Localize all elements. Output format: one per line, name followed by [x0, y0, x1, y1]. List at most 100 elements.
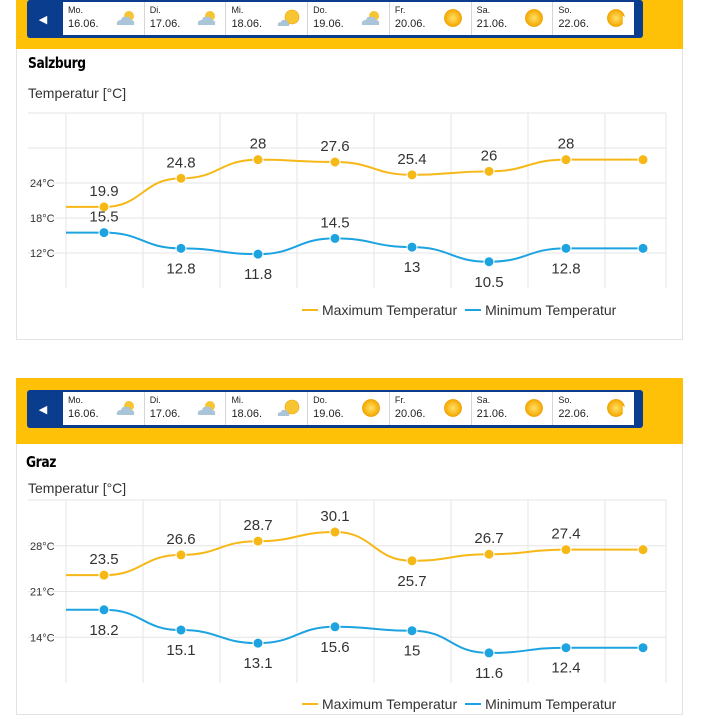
data-point[interactable] — [175, 549, 187, 561]
data-label: 13.1 — [243, 655, 272, 672]
day-name: Do. — [313, 395, 328, 405]
data-point[interactable] — [637, 544, 649, 556]
data-point[interactable] — [560, 242, 572, 254]
data-label: 11.6 — [475, 665, 503, 682]
data-point[interactable] — [329, 156, 341, 168]
day-tabs: Mo. 16.06. Di. 17.06. Mi. 18.06. Do. 19.06. … — [63, 392, 634, 425]
day-date: 18.06. — [231, 18, 263, 30]
city-name: Graz — [26, 453, 56, 471]
data-label: 30.1 — [320, 508, 349, 525]
chart-card — [16, 49, 683, 340]
day-name: Sa. — [476, 5, 491, 15]
data-label: 12.8 — [166, 260, 195, 277]
day-tab[interactable]: Mo. 16.06. — [63, 392, 145, 425]
y-tick-label: 18°C — [30, 213, 55, 225]
data-point[interactable] — [175, 242, 187, 254]
data-point[interactable] — [98, 569, 110, 581]
partly-cloudy-icon — [114, 398, 138, 418]
prev-days-button[interactable]: ◀ — [27, 390, 59, 428]
min-temperature-line — [66, 231, 643, 263]
legend-item-min[interactable]: Minimum Temperatur — [465, 696, 616, 712]
day-name: Fr. — [394, 5, 406, 15]
chevron-left-icon: ◀ — [38, 403, 48, 416]
day-nav-bar: ◀ Mo. 16.06. Di. 17.06. Mi. 18.06. Do. 19.06… — [27, 390, 643, 428]
day-name: Mi. — [231, 5, 244, 15]
data-point[interactable] — [98, 227, 110, 239]
data-point[interactable] — [637, 642, 649, 654]
data-label: 28 — [250, 136, 267, 153]
data-point[interactable] — [483, 647, 495, 659]
data-point[interactable] — [252, 248, 264, 260]
day-date: 17.06. — [149, 408, 181, 420]
data-point[interactable] — [252, 637, 264, 649]
partly-cloudy-icon — [359, 8, 383, 28]
day-nav-bar: ◀ Mo. 16.06. Di. 17.06. Mi. 18.06. Do. 19.06… — [27, 0, 643, 38]
data-point[interactable] — [560, 544, 572, 556]
day-tab[interactable]: So. 22.06. — [553, 392, 634, 425]
next-days-button[interactable]: ▶ — [611, 390, 643, 428]
data-label: 12.4 — [551, 660, 580, 677]
sun-icon — [441, 8, 465, 28]
legend-item-min[interactable]: Minimum Temperatur — [465, 302, 616, 318]
data-point[interactable] — [329, 621, 341, 633]
data-point[interactable] — [175, 172, 187, 184]
data-point[interactable] — [329, 526, 341, 538]
y-tick-label: 12°C — [30, 248, 55, 260]
prev-days-button[interactable]: ◀ — [27, 0, 59, 38]
day-tab[interactable]: Di. 17.06. — [145, 392, 227, 425]
day-tab[interactable]: Do. 19.06. — [308, 392, 390, 425]
data-point[interactable] — [483, 256, 495, 268]
data-point[interactable] — [637, 154, 649, 166]
day-tab[interactable]: Mo. 16.06. — [63, 2, 145, 35]
data-label: 19.9 — [89, 183, 118, 200]
chart-title: Temperatur [°C] — [28, 85, 127, 101]
min-temperature-line — [65, 608, 643, 654]
data-point[interactable] — [406, 169, 418, 181]
day-tab[interactable]: So. 22.06. — [553, 2, 634, 35]
y-tick-label: 21°C — [30, 587, 55, 599]
partly-cloudy-icon — [114, 8, 138, 28]
data-label: 13 — [404, 259, 421, 276]
sun-cloud-icon — [277, 398, 301, 418]
day-name: Do. — [313, 5, 328, 15]
day-name: Di. — [149, 5, 161, 15]
temperature-chart: 24°C 18°C 12°C 19.9 24.8 28 27.6 25.4 26 28 15.5 12… — [28, 112, 667, 291]
sun-icon — [522, 398, 546, 418]
day-tab[interactable]: Do. 19.06. — [308, 2, 390, 35]
day-date: 22.06. — [558, 18, 589, 30]
data-label: 27.4 — [551, 526, 580, 543]
next-days-button[interactable]: ▶ — [611, 0, 643, 38]
legend-swatch — [302, 309, 318, 311]
day-name: Mo. — [68, 5, 84, 15]
day-tab[interactable]: Mi. 18.06. — [226, 392, 309, 425]
data-point[interactable] — [406, 241, 418, 253]
legend-label: Maximum Temperatur — [322, 302, 458, 318]
data-point[interactable] — [637, 242, 649, 254]
day-tab[interactable]: Fr. 20.06. — [390, 392, 472, 425]
day-tab[interactable]: Sa. 21.06. — [472, 2, 554, 35]
legend-item-max[interactable]: Maximum Temperatur — [302, 302, 457, 318]
data-point[interactable] — [98, 201, 110, 213]
data-label: 27.6 — [320, 138, 349, 155]
data-point[interactable] — [329, 232, 341, 244]
legend-label: Minimum Temperatur — [485, 696, 617, 712]
legend-item-max[interactable]: Maximum Temperatur — [302, 696, 457, 712]
day-tab[interactable]: Di. 17.06. — [145, 2, 227, 35]
day-tab[interactable]: Sa. 21.06. — [472, 392, 554, 425]
data-point[interactable] — [98, 604, 110, 616]
day-tab[interactable]: Fr. 20.06. — [390, 2, 472, 35]
data-label: 10.5 — [474, 274, 503, 291]
data-point[interactable] — [483, 548, 495, 560]
data-point[interactable] — [560, 154, 572, 166]
chevron-right-icon: ▶ — [622, 403, 632, 416]
data-point[interactable] — [252, 154, 264, 166]
day-tab[interactable]: Mi. 18.06. — [226, 2, 309, 35]
data-point[interactable] — [483, 165, 495, 177]
data-point[interactable] — [175, 624, 187, 636]
day-date: 18.06. — [231, 408, 263, 420]
data-point[interactable] — [406, 625, 418, 637]
data-point[interactable] — [252, 535, 264, 547]
data-point[interactable] — [560, 642, 572, 654]
sun-cloud-icon — [277, 8, 301, 28]
data-point[interactable] — [406, 555, 418, 567]
